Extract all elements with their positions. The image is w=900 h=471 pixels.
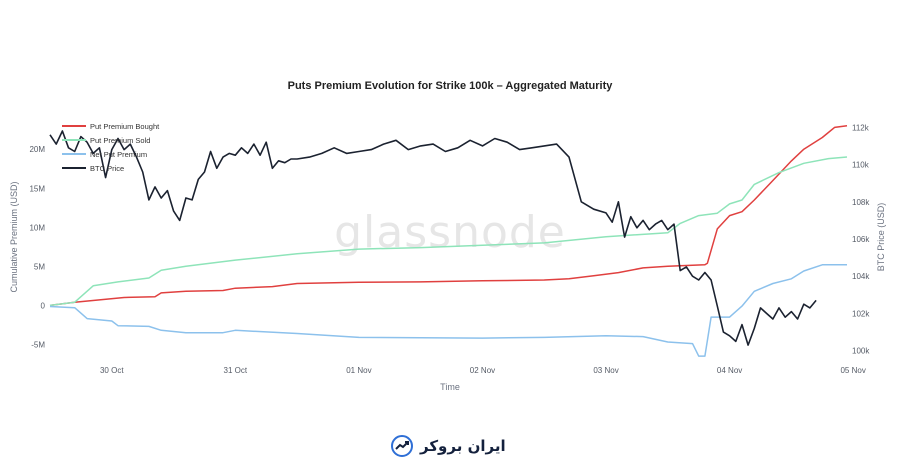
x-tick-label-6: 05 Nov xyxy=(840,366,865,375)
y-left-tick-label-0: -5M xyxy=(31,340,45,349)
y-left-tick-label-4: 15M xyxy=(29,184,45,193)
y-right-tick-label-3: 106k xyxy=(852,235,870,244)
y-left-tick-label-5: 20M xyxy=(29,145,45,154)
legend-label-3[interactable]: BTC Price xyxy=(90,164,124,173)
y-right-tick-label-0: 100k xyxy=(852,347,870,356)
series-line-2 xyxy=(49,264,847,357)
y-left-tick-label-1: 0 xyxy=(41,301,46,310)
x-tick-label-5: 04 Nov xyxy=(717,366,742,375)
legend-label-0[interactable]: Put Premium Bought xyxy=(90,122,160,131)
x-tick-label-0: 30 Oct xyxy=(100,366,124,375)
x-tick-label-1: 31 Oct xyxy=(224,366,248,375)
legend[interactable]: Put Premium Bought Put Premium Sold Net Pu… xyxy=(62,122,160,173)
series-line-1 xyxy=(49,156,848,307)
chart-title: Puts Premium Evolution for Strike 100k –… xyxy=(288,80,614,92)
legend-label-2[interactable]: Net Put Premium xyxy=(90,150,147,159)
y-axis-left: -5M 0 5M 10M 15M 20M xyxy=(29,145,45,349)
y-right-tick-label-5: 110k xyxy=(852,161,870,170)
y-right-tick-label-2: 104k xyxy=(852,272,870,281)
y-axis-left-title: Cumulative Premium (USD) xyxy=(9,181,19,292)
legend-label-1[interactable]: Put Premium Sold xyxy=(90,136,150,145)
y-right-tick-label-1: 102k xyxy=(852,309,870,318)
y-axis-right-title: BTC Price (USD) xyxy=(876,203,886,272)
series-line-3 xyxy=(49,130,817,346)
y-axis-right: 100k 102k 104k 106k 108k 110k 112k xyxy=(852,123,870,355)
x-axis: 30 Oct 31 Oct 01 Nov 02 Nov 03 Nov 04 Nov 05 N… xyxy=(100,366,866,375)
x-tick-label-3: 02 Nov xyxy=(470,366,495,375)
trend-arrow-icon xyxy=(391,435,413,457)
y-right-tick-label-6: 112k xyxy=(852,123,870,132)
x-tick-label-2: 01 Nov xyxy=(346,366,371,375)
series-line-0 xyxy=(49,125,848,307)
y-left-tick-label-2: 5M xyxy=(34,262,45,271)
series-layer xyxy=(49,125,848,357)
y-left-tick-label-3: 10M xyxy=(29,223,45,232)
brand-name: ایران بروکر xyxy=(420,437,506,455)
watermark: glassnode xyxy=(334,207,566,258)
x-axis-title: Time xyxy=(440,382,460,392)
x-tick-label-4: 03 Nov xyxy=(593,366,618,375)
watermark-layer: glassnode xyxy=(334,207,566,258)
brand-logo: ایران بروکر xyxy=(390,432,510,460)
y-right-tick-label-4: 108k xyxy=(852,198,870,207)
